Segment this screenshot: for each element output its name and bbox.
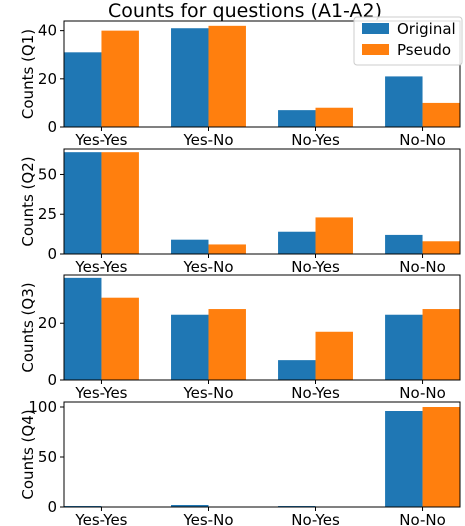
x-tick-label: No-Yes — [291, 511, 340, 526]
x-tick-label: Yes-No — [182, 384, 233, 402]
x-tick-label: Yes-Yes — [74, 131, 127, 149]
bar-q4-yes-no-original — [171, 505, 209, 507]
bar-q1-no-no-pseudo — [422, 102, 460, 127]
x-tick-label: No-No — [399, 258, 446, 276]
bar-q1-yes-yes-original — [64, 52, 102, 127]
y-tick-label: 40 — [38, 22, 57, 40]
x-tick-label: Yes-Yes — [74, 511, 127, 526]
y-tick-label: 0 — [47, 118, 57, 136]
bar-q3-yes-no-pseudo — [208, 309, 246, 380]
y-axis-label: Counts (Q2) — [19, 156, 37, 246]
bar-q2-yes-yes-pseudo — [101, 152, 139, 254]
bar-q4-no-no-original — [385, 411, 423, 507]
bar-q1-no-yes-original — [278, 110, 316, 127]
x-tick-label: No-No — [399, 511, 446, 526]
y-axis-label: Counts (Q4) — [19, 409, 37, 499]
x-tick-label: Yes-Yes — [74, 384, 127, 402]
bar-q1-no-no-original — [385, 76, 423, 127]
x-tick-label: No-No — [399, 131, 446, 149]
legend-label-original: Original — [397, 20, 456, 38]
bar-q1-no-yes-pseudo — [315, 107, 353, 127]
axes-frame — [63, 20, 461, 128]
x-tick-label: Yes-No — [182, 131, 233, 149]
x-tick-label: Yes-No — [182, 258, 233, 276]
y-tick-label: 50 — [38, 165, 57, 183]
bar-q3-no-no-pseudo — [422, 309, 460, 380]
y-tick-label: 20 — [38, 70, 57, 88]
bar-q2-yes-no-original — [171, 239, 209, 254]
bar-q3-yes-yes-original — [64, 277, 102, 380]
bar-q2-no-yes-pseudo — [315, 217, 353, 254]
legend-label-pseudo: Pseudo — [397, 41, 451, 59]
bar-q2-no-no-original — [385, 234, 423, 254]
bar-q1-yes-no-original — [171, 28, 209, 128]
x-tick-label: Yes-No — [182, 511, 233, 526]
chart-legend: Original Pseudo — [353, 16, 463, 66]
legend-swatch-pseudo — [362, 44, 389, 55]
x-tick-label: No-Yes — [291, 131, 340, 149]
bar-q4-no-no-pseudo — [422, 407, 460, 507]
axes-frame — [63, 401, 461, 508]
legend-swatch-original — [362, 23, 389, 34]
axes-frame — [63, 274, 461, 381]
y-tick-label: 50 — [38, 448, 57, 466]
x-tick-label: No-No — [399, 384, 446, 402]
bar-q1-yes-no-pseudo — [208, 25, 246, 127]
bar-q3-no-yes-pseudo — [315, 331, 353, 380]
bar-q2-no-no-pseudo — [422, 241, 460, 254]
bar-q3-yes-yes-pseudo — [101, 297, 139, 380]
chart-title: Counts for questions (A1-A2) — [108, 0, 382, 22]
y-tick-label: 0 — [47, 498, 57, 516]
bar-q3-no-no-original — [385, 314, 423, 380]
bar-q3-no-yes-original — [278, 360, 316, 380]
y-tick-label: 0 — [47, 371, 57, 389]
y-tick-label: 20 — [38, 314, 57, 332]
y-tick-label: 100 — [28, 398, 57, 416]
bar-q1-yes-yes-pseudo — [101, 30, 139, 127]
bar-q2-no-yes-original — [278, 231, 316, 254]
y-axis-label: Counts (Q1) — [19, 29, 37, 119]
y-tick-label: 25 — [38, 205, 57, 223]
x-tick-label: Yes-Yes — [74, 258, 127, 276]
bar-q2-yes-yes-original — [64, 152, 102, 254]
bar-q2-yes-no-pseudo — [208, 244, 246, 254]
x-tick-label: No-Yes — [291, 384, 340, 402]
y-axis-label: Counts (Q3) — [19, 282, 37, 372]
x-tick-label: No-Yes — [291, 258, 340, 276]
bar-q3-yes-no-original — [171, 314, 209, 380]
axes-frame — [63, 148, 461, 255]
y-tick-label: 0 — [47, 245, 57, 263]
